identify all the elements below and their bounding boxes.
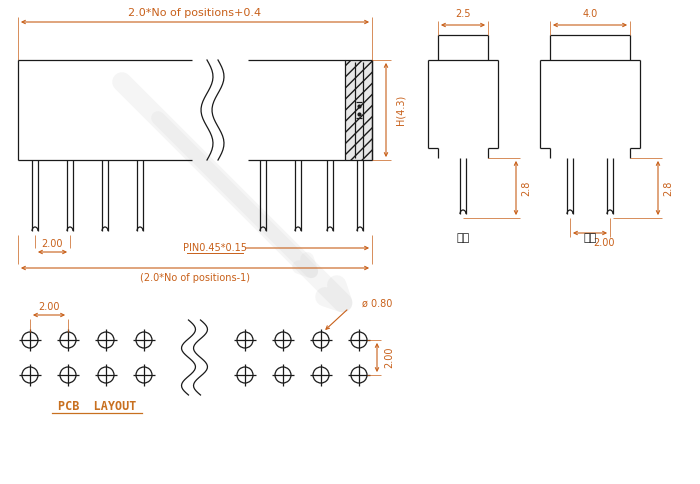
Text: PIN0.45*0.15: PIN0.45*0.15 [183, 243, 247, 253]
Text: 2.00: 2.00 [384, 347, 394, 368]
Text: 2.00: 2.00 [42, 239, 63, 249]
Text: 4.0: 4.0 [582, 9, 598, 19]
Text: PCB  LAYOUT: PCB LAYOUT [58, 400, 136, 413]
Text: 2.8: 2.8 [521, 181, 531, 196]
Text: 2.0*No of positions+0.4: 2.0*No of positions+0.4 [128, 8, 262, 18]
Text: (2.0*No of positions-1): (2.0*No of positions-1) [140, 273, 250, 283]
Text: H(4.3): H(4.3) [395, 95, 405, 125]
Text: 单排: 单排 [456, 233, 470, 243]
Text: 双排: 双排 [583, 233, 596, 243]
Bar [345, 60, 372, 160]
Text: 2.00: 2.00 [38, 302, 60, 312]
Text: 2.5: 2.5 [455, 9, 470, 19]
Text: ø 0.80: ø 0.80 [362, 299, 392, 309]
Text: 2.00: 2.00 [594, 238, 615, 248]
Text: 2.8: 2.8 [663, 181, 673, 196]
